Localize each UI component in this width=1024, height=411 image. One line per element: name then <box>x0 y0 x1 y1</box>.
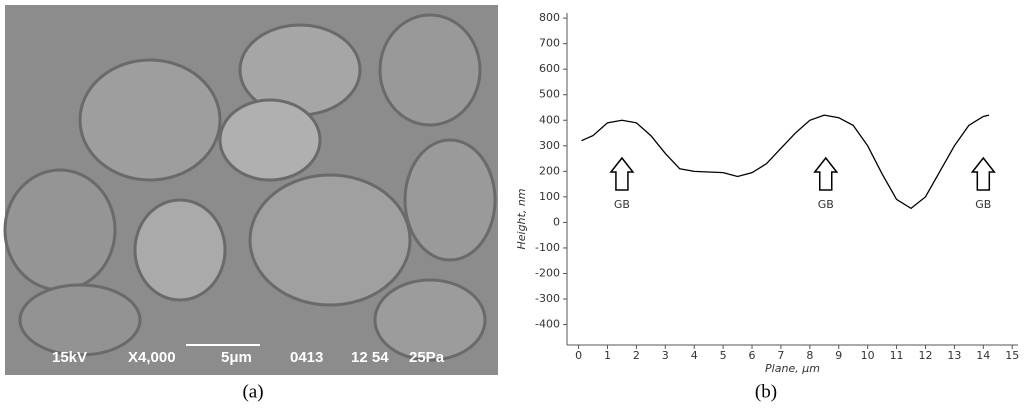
x-tick-label: 10 <box>861 349 875 362</box>
caption-time: 12 54 <box>351 349 389 366</box>
y-tick-label: 0 <box>553 215 560 228</box>
x-tick-label: 0 <box>575 349 582 362</box>
grain <box>378 13 482 127</box>
y-tick-label: -400 <box>535 318 560 331</box>
grain <box>248 173 412 307</box>
y-tick-label: -300 <box>535 292 560 305</box>
arrow <box>970 156 996 191</box>
x-tick-label: 8 <box>806 349 813 362</box>
y-tick-label: -200 <box>535 266 560 279</box>
x-tick-label: 11 <box>890 349 904 362</box>
grain <box>133 198 227 302</box>
sem-image: 15kV X4,000 5μm 0413 12 54 25Pa <box>3 5 498 375</box>
data-line <box>581 114 990 210</box>
grain <box>18 283 142 357</box>
caption-scale: 5μm <box>221 349 252 366</box>
x-tick-label: 9 <box>835 349 842 362</box>
y-tick-label: 600 <box>539 62 560 75</box>
arrow <box>813 156 839 191</box>
x-tick-label: 4 <box>691 349 698 362</box>
y-tick-label: 800 <box>539 11 560 24</box>
y-axis-label: Height, nm <box>515 188 528 249</box>
x-tick-label: 1 <box>604 349 611 362</box>
grain <box>403 138 497 262</box>
panel-label: (b) <box>755 381 777 402</box>
caption-id: 0413 <box>290 349 323 366</box>
x-axis-label: Plane, μm <box>765 362 820 375</box>
x-tick-label: 14 <box>976 349 990 362</box>
grain <box>373 278 487 362</box>
grain <box>3 168 117 292</box>
caption-magnification: X4,000 <box>128 349 176 366</box>
arrow <box>609 156 635 191</box>
annotation: GB <box>614 198 630 211</box>
grain <box>218 98 322 182</box>
x-tick-label: 7 <box>777 349 784 362</box>
x-tick-label: 2 <box>633 349 640 362</box>
y-tick-label: 400 <box>539 113 560 126</box>
y-tick-label: 300 <box>539 139 560 152</box>
grain <box>78 58 222 182</box>
y-tick-label: 200 <box>539 164 560 177</box>
annotation: GB <box>818 198 834 211</box>
x-tick-label: 6 <box>749 349 756 362</box>
annotation: GB <box>975 198 991 211</box>
x-tick-label: 15 <box>1005 349 1019 362</box>
x-tick-label: 5 <box>720 349 727 362</box>
y-tick-label: -100 <box>535 241 560 254</box>
x-tick-label: 13 <box>947 349 961 362</box>
x-tick-label: 3 <box>662 349 669 362</box>
y-tick-label: 500 <box>539 88 560 101</box>
caption-pressure: 25Pa <box>409 349 445 366</box>
x-tick-label: 12 <box>918 349 932 362</box>
panel-label: (a) <box>242 381 263 402</box>
y-tick-label: 700 <box>539 37 560 50</box>
caption-voltage: 15kV <box>52 349 87 366</box>
chart: -400-300-200-100010020030040050060070080… <box>515 11 1019 375</box>
y-tick-label: 100 <box>539 190 560 203</box>
